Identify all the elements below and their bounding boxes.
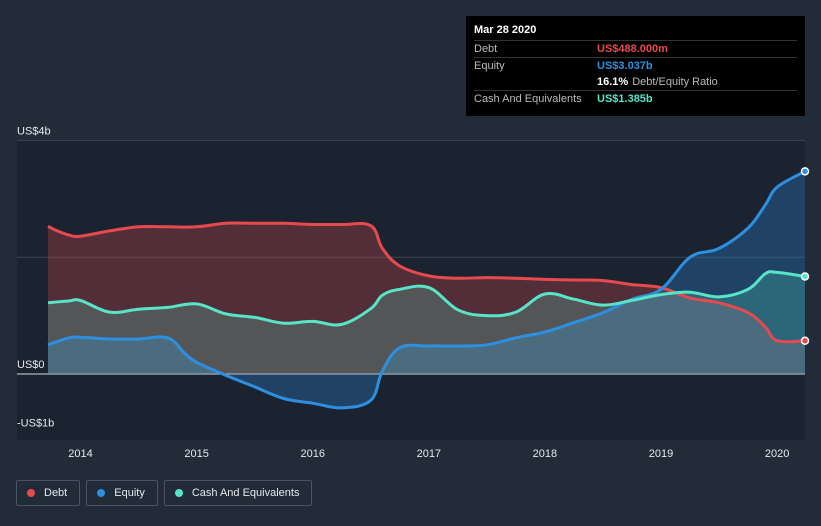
legend-dot-cash [174,489,183,497]
tooltip-equity-label: Equity [474,60,505,72]
end-dot-layer [800,167,810,345]
y-tick-label-2: -US$1b [17,417,54,429]
x-tick-label-2014: 2014 [68,448,92,460]
debt-end-dot [800,336,810,345]
x-tick-label-2017: 2017 [417,448,441,460]
tooltip-row-ratio: 16.1% Debt/Equity Ratio [474,74,797,90]
legend-item-cash[interactable]: Cash And Equivalents [163,480,313,506]
legend-item-debt[interactable]: Debt [16,480,81,506]
tooltip-ratio-label [474,74,597,90]
y-tick-label-0: US$4b [17,125,51,137]
equity-end-dot [800,167,810,176]
x-tick-label-2016: 2016 [300,448,324,460]
x-tick-label-2015: 2015 [184,448,208,460]
cash-line [47,270,806,327]
tooltip-ratio-text: Debt/Equity Ratio [632,76,718,88]
tooltip-ratio-value: 16.1% [597,76,629,88]
cash-area [48,271,805,374]
tooltip-panel: Mar 28 2020 Debt US$488.000m Equity US$3… [466,16,805,116]
tooltip-date: Mar 28 2020 [474,24,537,36]
equity-area [48,171,805,408]
tooltip-cash-value: US$1.385b [597,93,653,105]
tooltip-equity-value: US$3.037b [597,60,653,72]
debt-line [47,221,806,344]
tooltip-debt-value: US$488.000m [597,43,668,55]
tooltip-row-equity: Equity US$3.037b [474,57,797,74]
debt-area [48,223,805,374]
x-tick-label-2020: 2020 [765,448,789,460]
legend-label-debt: Debt [44,487,68,499]
legend-dot-debt [27,489,35,497]
x-axis-labels: 2014 2015 2016 2017 2018 2019 2020 [68,448,789,460]
tooltip-debt-label: Debt [474,43,498,55]
chart-legend: Debt Equity Cash And Equivalents [16,480,313,506]
plot-background [17,140,805,440]
legend-label-cash: Cash And Equivalents [191,487,300,499]
legend-dot-equity [97,489,106,497]
x-tick-label-2018: 2018 [533,448,557,460]
grid-layer [17,139,805,375]
legend-item-equity[interactable]: Equity [86,480,158,506]
line-layer [47,170,806,410]
legend-label-equity: Equity [114,487,145,499]
area-layer [48,171,805,408]
equity-line [47,170,806,410]
x-tick-label-2019: 2019 [649,448,673,460]
y-tick-label-1: US$0 [17,359,45,371]
tooltip-row-cash: Cash And Equivalents US$1.385b [474,90,797,107]
tooltip-cash-label: Cash And Equivalents [474,93,582,105]
tooltip-row-debt: Debt US$488.000m [474,40,797,57]
y-axis-labels: US$4b US$0 -US$1b [17,125,54,429]
cash-end-dot [800,272,810,281]
